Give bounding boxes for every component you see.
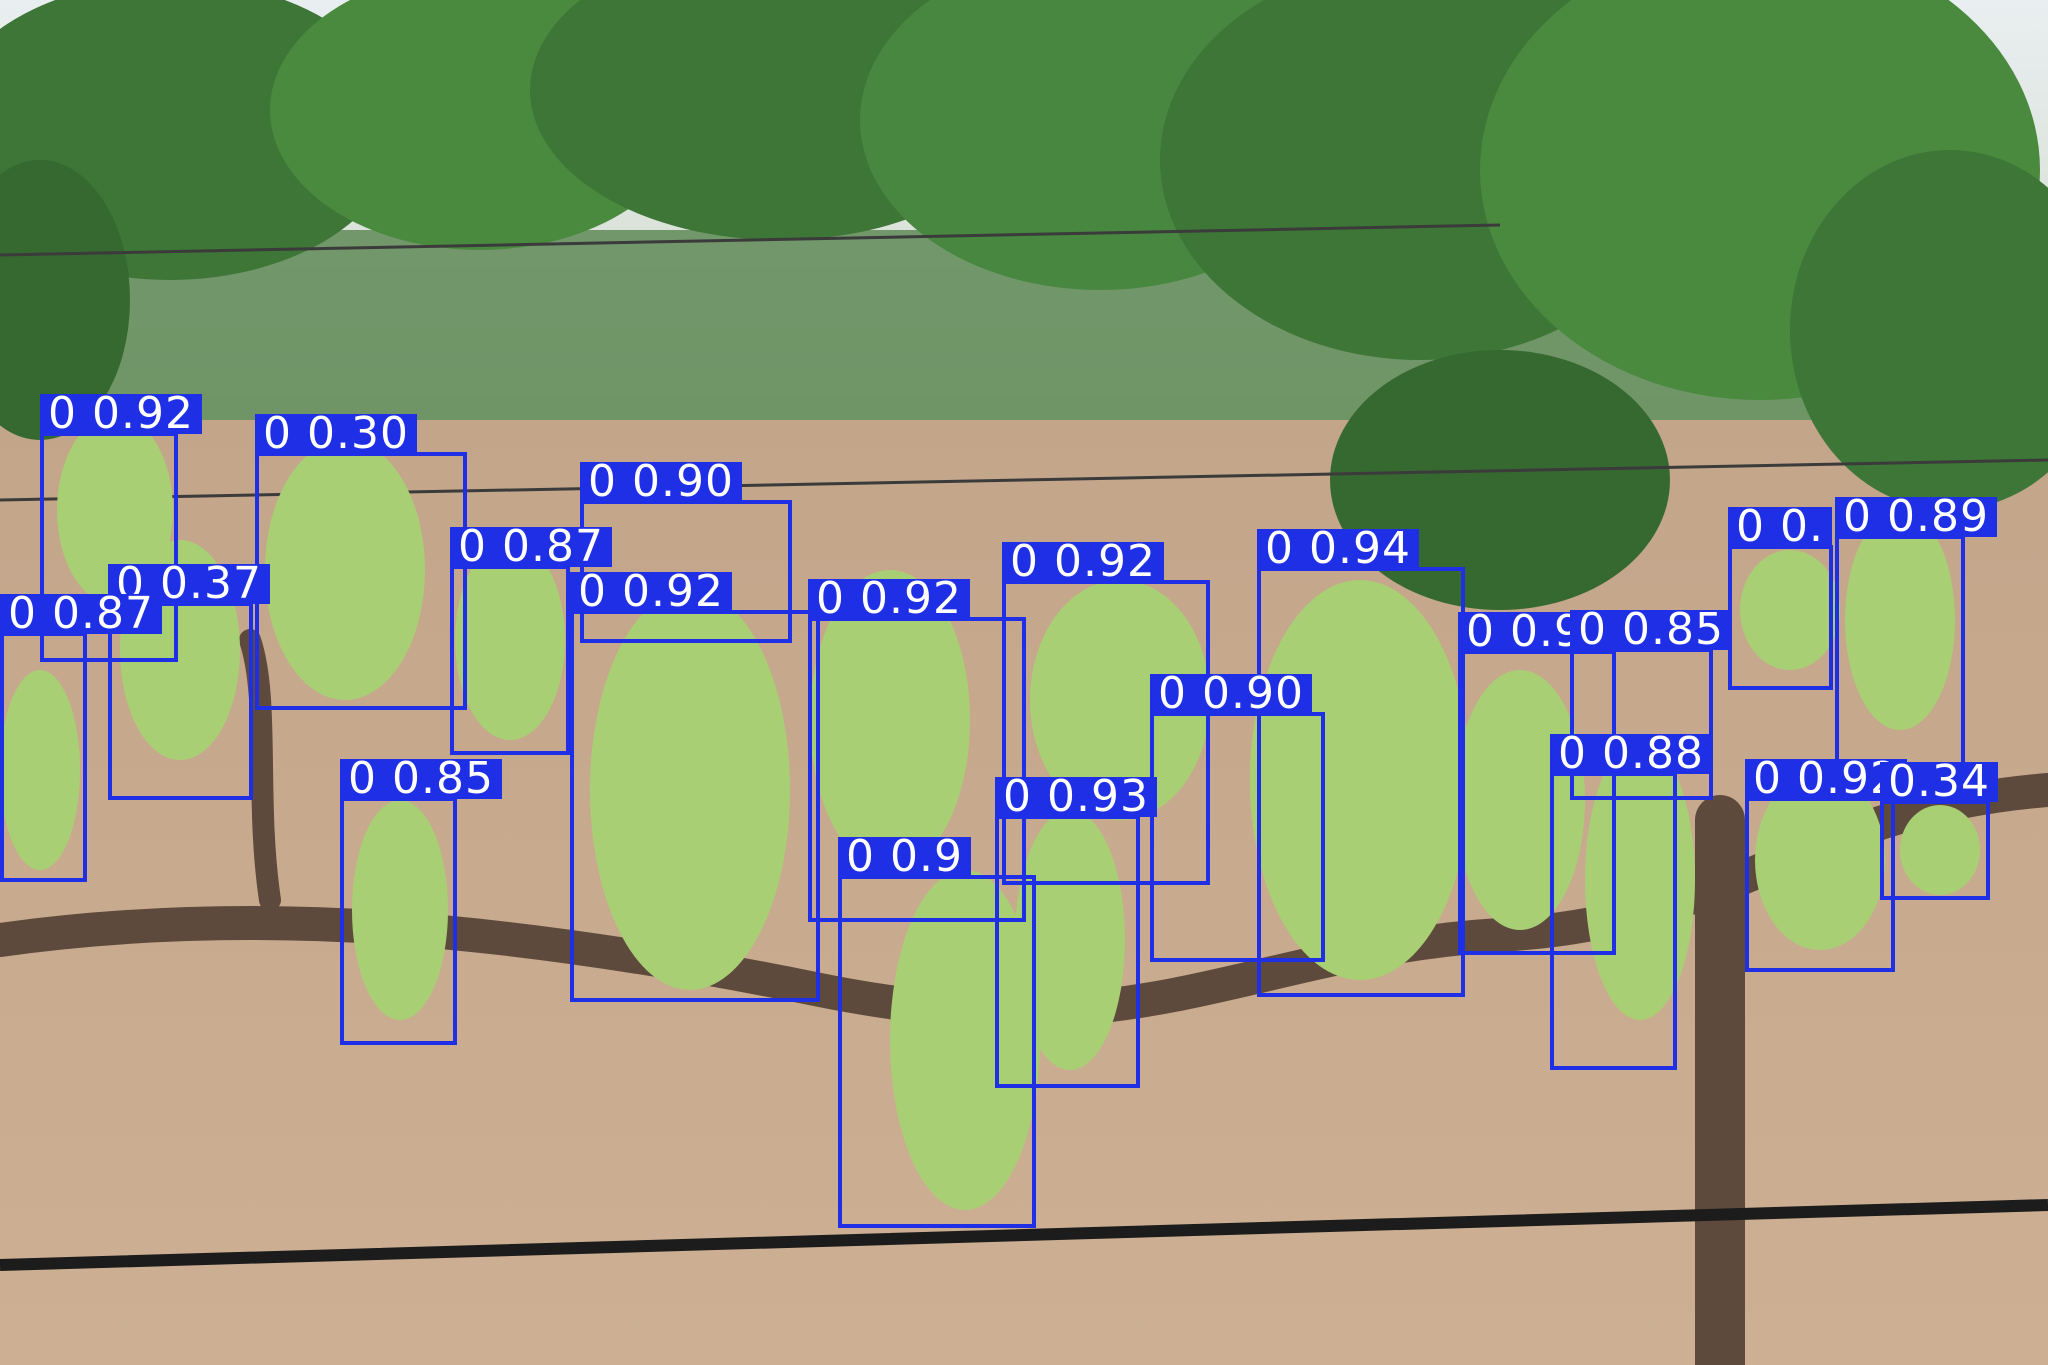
detection-box: 0 0.87 — [450, 525, 612, 755]
detection-label: 0 0.88 — [1550, 732, 1712, 776]
detection-label: 0 0.92 — [808, 577, 970, 621]
detection-box: 0 0.87 — [0, 592, 162, 882]
detection-box: 0 0. — [1728, 505, 1833, 690]
detection-label: 0 0.94 — [1257, 527, 1419, 571]
detection-box: 0 0.30 — [255, 412, 467, 710]
detection-label: 0 0.87 — [450, 525, 612, 569]
detection-label: 0 0. — [1728, 505, 1832, 549]
detection-box: 0 0.90 — [1150, 672, 1325, 962]
irrigation-line — [0, 1199, 2048, 1271]
detection-box: 0 0.94 — [1257, 527, 1465, 997]
detection-label: 0 0.92 — [1745, 757, 1907, 801]
detection-label: 0 0.90 — [1150, 672, 1312, 716]
detection-box: 0 0.89 — [1835, 495, 1997, 780]
detection-box: 0 0.85 — [1570, 608, 1732, 800]
detection-label: 0 0.92 — [570, 570, 732, 614]
detection-box: 0 0.88 — [1550, 732, 1712, 1070]
detection-box: 0 0.92 — [1002, 540, 1210, 885]
detection-label: 0 0.93 — [995, 775, 1157, 819]
detection-box: 0 0.9 — [838, 835, 1036, 1228]
detection-label: 0 0.30 — [255, 412, 417, 456]
detection-label: 0 0.85 — [340, 757, 502, 801]
detection-box: 0 0.85 — [340, 757, 502, 1045]
detection-label: 0 0.85 — [1570, 608, 1732, 652]
detection-label: 0 0.9 — [838, 835, 971, 879]
detection-label: 0 0.92 — [1002, 540, 1164, 584]
detection-box: 0 0.92 — [1745, 757, 1907, 972]
detection-box: 0 0.93 — [995, 775, 1157, 1088]
detection-label: 0 0.87 — [0, 592, 162, 636]
detection-box: 0 0.90 — [580, 460, 792, 643]
detection-label: 0.34 — [1880, 760, 1998, 804]
detection-box: 0 0.92 — [40, 392, 202, 662]
detection-box: 0 0.92 — [570, 570, 820, 1002]
detection-label: 0 0.92 — [40, 392, 202, 436]
detection-label: 0 0.89 — [1835, 495, 1997, 539]
detection-label: 0 0.90 — [580, 460, 742, 504]
detection-box: 0 0.92 — [808, 577, 1026, 922]
detection-box: 0.34 — [1880, 760, 1998, 900]
